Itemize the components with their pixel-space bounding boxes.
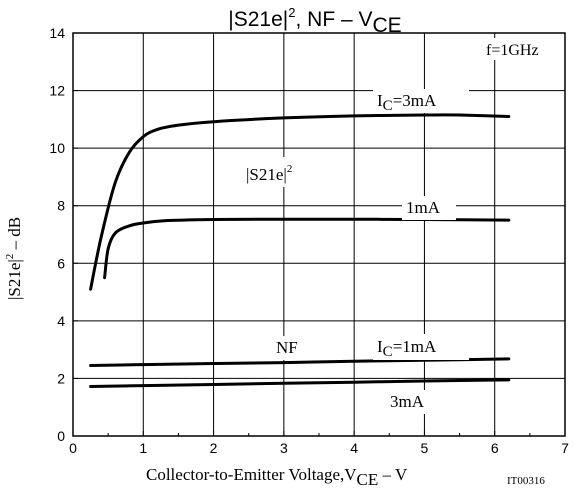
x-tick-label: 1 [139, 440, 147, 456]
x-tick-label: 5 [421, 440, 429, 456]
freq-label-bg [482, 38, 560, 60]
y-tick-label: 10 [49, 140, 65, 156]
series-nf-ic-1ma [89, 357, 511, 367]
ylabel-main: |S21e| [5, 259, 24, 300]
plot-frame [72, 32, 566, 437]
y-tick-label: 2 [57, 370, 65, 386]
ic-1ma-nf-sub: C [383, 344, 393, 360]
s21-group-main: |S21e| [246, 165, 287, 184]
ic-3ma-label: IC=3mA [377, 91, 437, 114]
y-tick-label: 8 [57, 198, 65, 214]
y-axis-label: |S21e|2 – dB [4, 217, 24, 300]
series-s21-ic-1ma [103, 217, 511, 280]
y-tick-label: 4 [57, 313, 65, 329]
ic-3ma-pre: I [377, 91, 383, 110]
xlabel-sub: CE [357, 470, 379, 489]
x-axis-label: Collector-to-Emitter Voltage,VCE – V [146, 465, 408, 489]
s21-group-label: |S21e|2 [246, 163, 292, 184]
title-main: |S21e| [228, 8, 288, 31]
ic-3ma-post: =3mA [393, 91, 437, 110]
ic-3ma-nf-label-bg [386, 390, 440, 414]
ic-1ma-s21-label: 1mA [406, 198, 441, 217]
title-sup: 2 [288, 5, 295, 20]
title-rest: , NF – V [295, 8, 372, 31]
s21-group-label-bg [243, 157, 339, 187]
xlabel-main: Collector-to-Emitter Voltage,V [146, 465, 357, 484]
ic-3ma-nf-label: 3mA [390, 392, 425, 411]
series-group [89, 113, 511, 388]
xlabel-rest: – V [378, 465, 408, 484]
ic-1ma-s21-label-bg [402, 196, 456, 220]
ylabel-rest: – dB [5, 217, 24, 254]
x-tick-label: 0 [69, 440, 77, 456]
x-tick-label: 2 [210, 440, 218, 456]
ic-1ma-nf-label-bg [373, 334, 469, 360]
ylabel-sup: 2 [4, 254, 16, 260]
ic-3ma-label-bg [373, 89, 469, 113]
title-sub: CE [373, 14, 402, 37]
x-tick-label: 3 [280, 440, 288, 456]
ic-1ma-nf-pre: I [377, 337, 383, 356]
y-tick-label: 6 [57, 255, 65, 271]
ic-1ma-nf-post: =1mA [393, 337, 437, 356]
y-tick-label: 0 [57, 428, 65, 444]
x-tick-label: 4 [350, 440, 358, 456]
y-tick-label: 14 [49, 25, 65, 41]
ic-1ma-nf-label: IC=1mA [377, 337, 437, 360]
grid [73, 33, 565, 436]
series-nf-ic-3ma [89, 378, 511, 388]
nf-group-label: NF [276, 338, 298, 357]
x-tick-label: 7 [561, 440, 569, 456]
freq-label: f=1GHz [486, 42, 539, 59]
s21-group-sup: 2 [287, 163, 293, 175]
y-tick-label: 12 [49, 83, 65, 99]
nf-group-label-bg [272, 336, 312, 360]
figure-code: IT00316 [507, 475, 545, 487]
chart-title: |S21e|2, NF – VCE [228, 5, 401, 37]
x-tick-label: 6 [491, 440, 499, 456]
ic-3ma-sub: C [383, 98, 393, 114]
series-s21-ic-3ma [89, 113, 511, 291]
